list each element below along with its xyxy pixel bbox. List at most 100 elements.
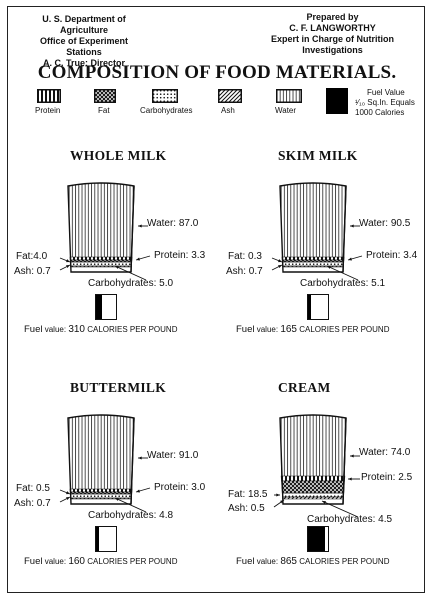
header-right-line: C. F. LANGWORTHY: [289, 23, 376, 33]
arrowhead: [115, 498, 119, 501]
fuel-legend-line: 1000 Calories: [355, 108, 405, 117]
arrowhead: [276, 493, 280, 497]
glass-edge: [130, 185, 135, 273]
legend-label: Carbohydrates: [140, 106, 193, 115]
fuel-suffix: calories per pound: [87, 325, 178, 334]
fuel-value-fill: [96, 527, 100, 551]
arrowhead: [278, 259, 282, 263]
arrowhead: [138, 456, 142, 460]
glass-edge: [342, 185, 347, 273]
arrowhead: [348, 257, 352, 261]
buttermilk-fuel-value-box: [95, 526, 117, 552]
cream-fuel-value-box: [307, 526, 329, 552]
carbohydrates-label: Carbohydrates: 4.8: [88, 510, 174, 521]
ash-swatch: [218, 89, 242, 103]
whole-milk-fuel-value-box: [95, 294, 117, 320]
arrowhead: [280, 500, 284, 504]
buttermilk-title: BUTTERMILK: [70, 380, 167, 395]
carbohydrates-leader: [114, 265, 147, 281]
arrowhead: [66, 491, 70, 495]
carbohydrates-label: Carbohydrates: 5.1: [300, 278, 386, 289]
whole-milk-fuel-value-text: Fuel value: 310 calories per pound: [24, 324, 177, 335]
fuel-suffix: calories per pound: [299, 325, 390, 334]
header-left-line: A. C. True: Director: [42, 58, 125, 68]
buttermilk-leaders: [59, 456, 151, 513]
arrowhead: [322, 501, 326, 504]
fuel-prefix: Fuel: [24, 324, 43, 335]
protein-label: Protein: 2.5: [361, 472, 413, 483]
skim-milk-leaders: [271, 224, 363, 281]
water-label: Water: 74.0: [359, 447, 411, 458]
arrowhead: [348, 477, 352, 481]
fuel-mid: value:: [256, 325, 279, 334]
fuel-value-fill: [308, 295, 312, 319]
carbohydrates-leader: [114, 497, 147, 513]
fuel-value-fill: [308, 527, 326, 551]
header-left-line: U. S. Department of Agriculture: [42, 14, 126, 35]
whole-milk-leaders: [59, 224, 151, 281]
arrowhead: [278, 265, 282, 269]
page-title: COMPOSITION OF FOOD MATERIALS.: [37, 62, 397, 83]
arrowhead: [136, 257, 140, 261]
ash-label: Ash: 0.7: [226, 266, 263, 277]
water-label: Water: 91.0: [147, 450, 199, 461]
fuel-number: 310: [68, 324, 85, 335]
arrowhead: [136, 489, 140, 493]
header-right-line: Expert in Charge of Nutrition Investigat…: [270, 34, 394, 55]
fuel-prefix: Fuel: [24, 556, 43, 567]
whole-milk-title: WHOLE MILK: [70, 148, 167, 163]
fat-label: Fat: 0.5: [16, 483, 50, 494]
fuel-mid: value:: [44, 325, 67, 334]
water-swatch: [276, 89, 302, 103]
fuel-value-swatch: [326, 88, 348, 114]
fuel-prefix: Fuel: [236, 324, 255, 335]
ash-label: Ash: 0.5: [228, 503, 265, 514]
water-label: Water: 87.0: [147, 218, 199, 229]
arrowhead: [66, 497, 70, 501]
cream-title: CREAM: [278, 380, 331, 395]
protein-swatch: [37, 89, 61, 103]
carbohydrates-leader: [321, 500, 359, 518]
header-right-line: Prepared by: [306, 12, 359, 22]
fuel-number: 865: [280, 556, 297, 567]
legend-label: Fat: [98, 106, 110, 115]
fat-swatch: [94, 89, 116, 103]
fuel-suffix: calories per pound: [87, 557, 178, 566]
skim-milk-title: SKIM MILK: [278, 148, 358, 163]
fuel-value-fill: [96, 295, 103, 319]
ash-label: Ash: 0.7: [14, 266, 51, 277]
fuel-prefix: Fuel: [236, 556, 255, 567]
protein-label: Protein: 3.0: [154, 482, 206, 493]
glass-edge: [342, 417, 347, 505]
header-right: Prepared by C. F. LANGWORTHY Expert in C…: [240, 12, 425, 56]
glass-edge: [130, 417, 135, 505]
carbohydrates-swatch: [152, 89, 178, 103]
fuel-number: 165: [280, 324, 297, 335]
buttermilk-glass: [67, 414, 135, 505]
fuel-mid: value:: [44, 557, 67, 566]
fuel-mid: value:: [256, 557, 279, 566]
cream-fuel-value-text: Fuel value: 865 calories per pound: [236, 556, 389, 567]
water-layer: [68, 415, 134, 489]
fuel-suffix: calories per pound: [299, 557, 390, 566]
header-left: U. S. Department of Agriculture Office o…: [24, 14, 144, 69]
poster-frame: [7, 6, 425, 593]
protein-label: Protein: 3.3: [154, 250, 206, 261]
arrowhead: [115, 266, 119, 269]
legend-label: Protein: [35, 106, 61, 115]
arrowhead: [350, 224, 354, 228]
arrowhead: [66, 259, 70, 263]
skim-milk-fuel-value-text: Fuel value: 165 calories per pound: [236, 324, 389, 335]
fuel-legend-line: Fuel Value: [367, 88, 405, 97]
fat-label: Fat: 0.3: [228, 251, 262, 262]
legend-label: Water: [275, 106, 297, 115]
water-layer: [280, 415, 346, 476]
header-left-line: Office of Experiment Stations: [39, 36, 129, 57]
fuel-number: 160: [68, 556, 85, 567]
buttermilk-fuel-value-text: Fuel value: 160 calories per pound: [24, 556, 177, 567]
cream-leaders: [273, 454, 360, 518]
water-label: Water: 90.5: [359, 218, 411, 229]
arrowhead: [350, 454, 354, 458]
arrowhead: [327, 266, 331, 269]
cream-glass: [279, 414, 347, 505]
